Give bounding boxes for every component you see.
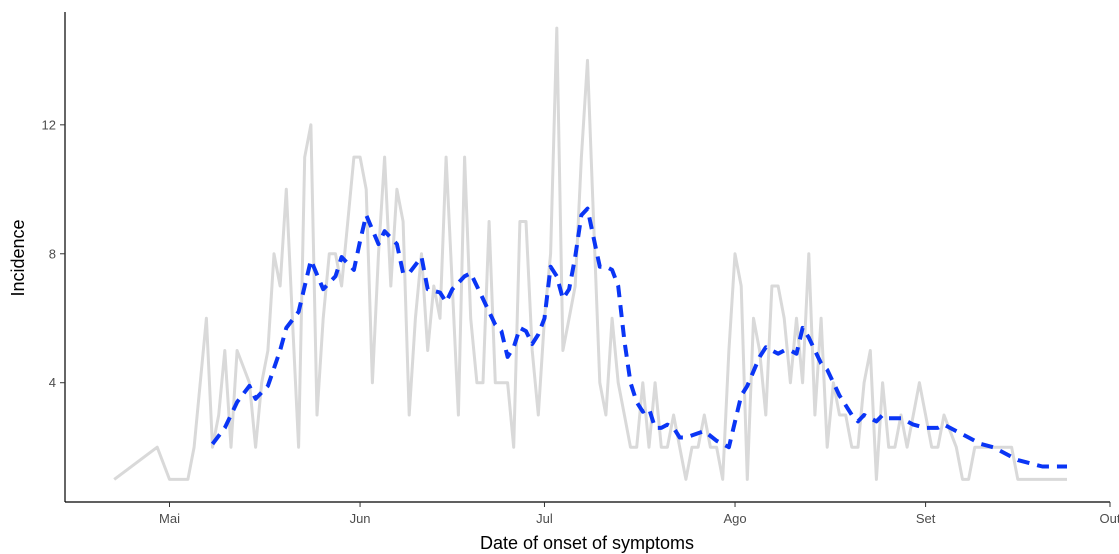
y-tick-label: 8 <box>49 246 56 261</box>
x-tick-label: Set <box>916 511 936 526</box>
x-tick-label: Jul <box>536 511 553 526</box>
y-tick-label: 12 <box>42 117 56 132</box>
x-tick-label: Jun <box>350 511 371 526</box>
y-axis-ticks: 4 8 12 <box>42 117 65 390</box>
y-axis-title: Incidence <box>8 219 28 296</box>
x-axis-ticks: Mai Jun Jul Ago Set Out <box>159 502 1119 526</box>
y-tick-label: 4 <box>49 375 56 390</box>
x-tick-label: Out <box>1100 511 1119 526</box>
smoothed-incidence-line <box>210 206 1067 469</box>
plot-area <box>113 26 1067 481</box>
x-axis-title: Date of onset of symptoms <box>480 533 694 553</box>
daily-incidence-line <box>113 26 1067 481</box>
x-tick-label: Ago <box>723 511 746 526</box>
x-tick-label: Mai <box>159 511 180 526</box>
